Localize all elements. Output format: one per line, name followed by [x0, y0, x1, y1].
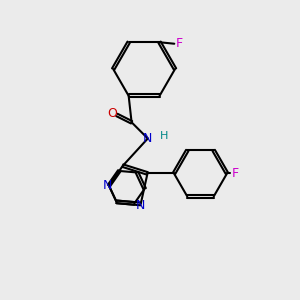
Text: N: N: [103, 179, 112, 192]
Text: H: H: [160, 130, 169, 141]
Text: O: O: [107, 107, 117, 120]
Text: F: F: [176, 37, 183, 50]
Text: N: N: [143, 132, 152, 145]
Text: N: N: [136, 199, 146, 212]
Text: F: F: [231, 167, 239, 180]
